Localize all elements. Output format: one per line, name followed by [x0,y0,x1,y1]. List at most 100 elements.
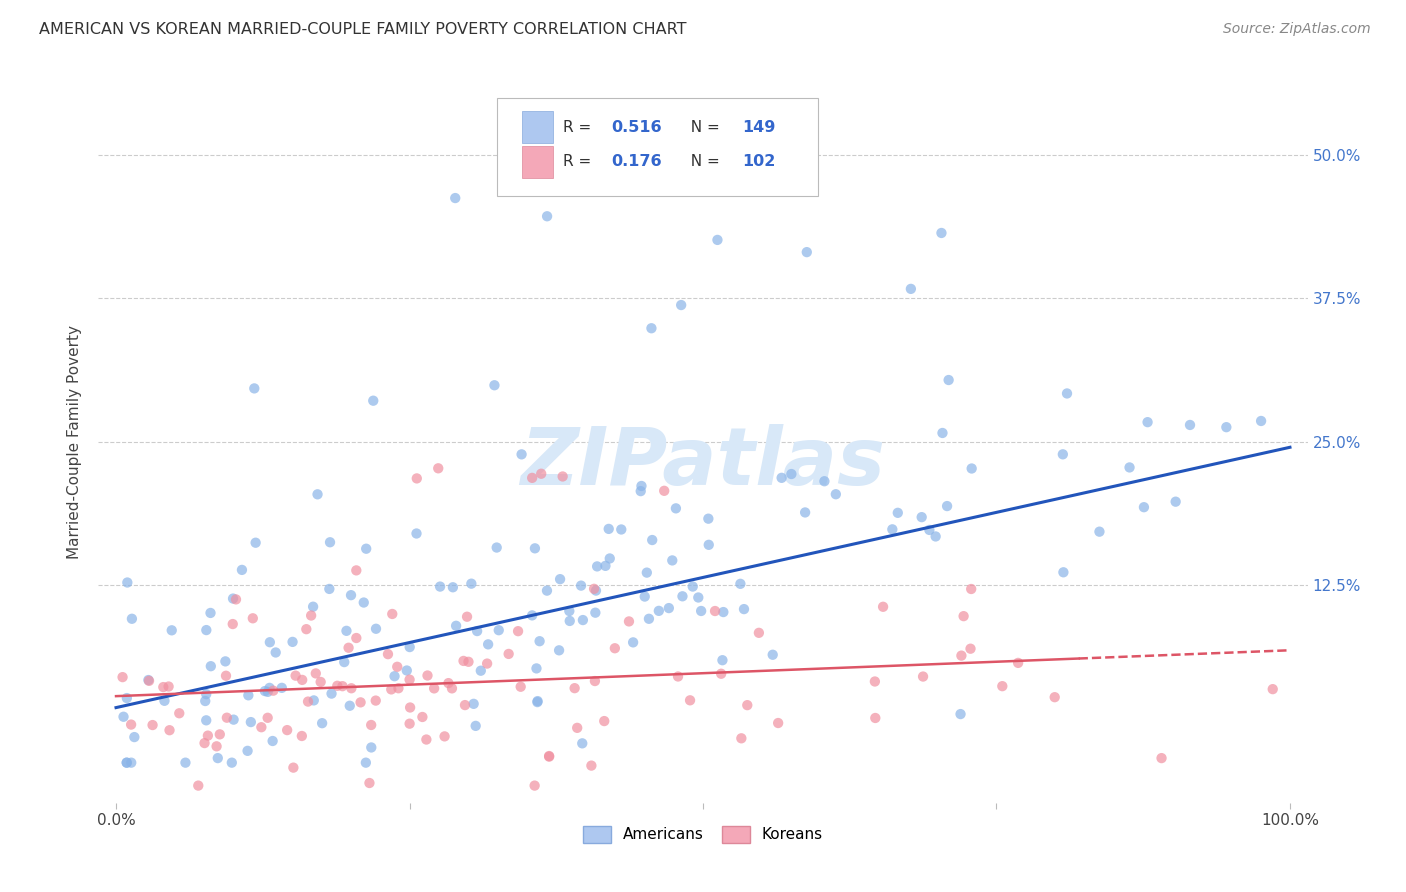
Point [115,756,138,770]
Point [284,668,307,682]
Point [398,716,420,731]
Point [262,683,284,698]
Point [711,653,734,667]
Point [538,749,561,764]
Point [340,588,363,602]
Point [571,736,593,750]
Point [710,666,733,681]
Point [658,601,681,615]
Point [283,761,305,775]
Point [205,739,228,754]
Point [152,680,174,694]
Point [463,697,485,711]
Point [302,693,325,707]
Text: ZIPatlas: ZIPatlas [520,425,886,502]
Point [924,529,946,543]
Point [380,682,402,697]
Point [1261,682,1284,697]
Point [770,471,793,485]
Point [381,607,404,621]
Point [194,694,217,708]
Point [360,740,382,755]
FancyBboxPatch shape [498,98,818,196]
Point [111,670,134,684]
Point [585,583,607,598]
Point [250,720,273,734]
Point [259,681,281,695]
Point [359,776,381,790]
Point [337,640,360,655]
Point [766,716,789,731]
Point [794,505,817,519]
Point [583,606,606,620]
Point [595,558,617,573]
Point [991,679,1014,693]
Point [1056,386,1078,401]
Point [638,612,661,626]
Point [340,681,363,696]
Point [529,634,551,648]
FancyBboxPatch shape [522,146,553,178]
Point [159,723,181,738]
Point [1150,751,1173,765]
Text: Source: ZipAtlas.com: Source: ZipAtlas.com [1223,22,1371,37]
Point [959,641,981,656]
Point [262,734,284,748]
Point [195,623,218,637]
Point [440,681,463,696]
Point [523,541,546,556]
Point [872,599,894,614]
Point [882,522,904,536]
Point [558,614,581,628]
Point [115,756,138,770]
Point [221,756,243,770]
Point [669,298,692,312]
Point [169,706,191,721]
Text: R =: R = [562,120,596,135]
Point [353,595,375,609]
Point [307,487,329,501]
Point [387,681,409,696]
Point [384,669,406,683]
Point [485,541,508,555]
Point [243,381,266,395]
Point [160,624,183,638]
Point [256,685,278,699]
Point [688,591,710,605]
Point [526,695,548,709]
Point [558,604,581,618]
Text: 102: 102 [742,154,775,169]
Point [621,635,644,649]
Point [666,669,689,683]
Point [603,641,626,656]
Point [538,749,561,764]
Point [1007,656,1029,670]
Point [360,718,382,732]
Point [361,393,384,408]
Point [704,604,727,618]
Point [630,479,652,493]
Point [610,523,633,537]
Point [238,688,260,702]
Point [311,716,333,731]
Point [453,654,475,668]
Point [464,719,486,733]
Point [599,551,621,566]
Point [506,624,529,639]
Point [583,582,606,596]
Point [398,640,420,654]
Point [865,711,887,725]
Point [444,191,467,205]
Point [918,523,941,537]
Point [319,535,342,549]
Point [863,674,886,689]
Point [911,510,934,524]
FancyBboxPatch shape [522,112,553,143]
Point [437,676,460,690]
Text: R =: R = [562,154,596,169]
Point [949,707,972,722]
Point [488,624,510,638]
Point [780,467,803,481]
Point [259,635,281,649]
Point [762,648,785,662]
